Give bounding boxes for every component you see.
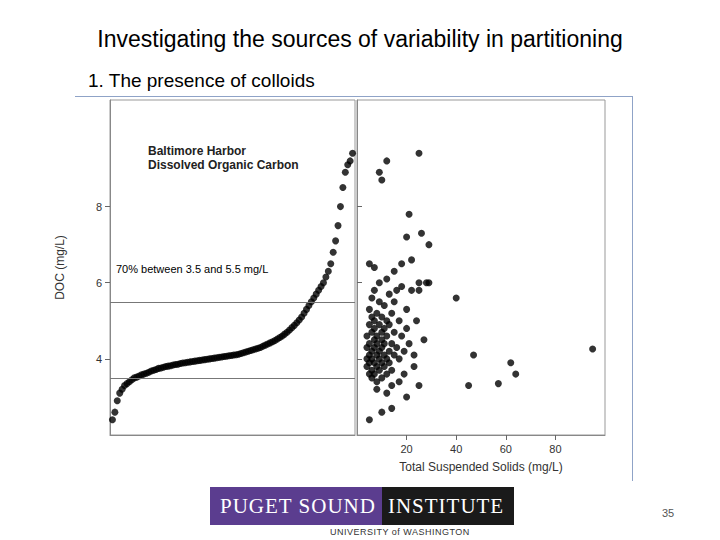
html-text:Investigating the sources of v: Investigating the sources of variability… <box>97 26 623 52</box>
svg-text:20: 20 <box>400 443 412 455</box>
svg-text:4: 4 <box>96 353 102 365</box>
svg-text:DOC (mg/L): DOC (mg/L) <box>53 235 67 300</box>
svg-text:Dissolved Organic Carbon: Dissolved Organic Carbon <box>148 158 299 172</box>
html-text:35: 35 <box>662 507 675 519</box>
html-text:PUGET SOUND: PUGET SOUND <box>220 494 376 518</box>
svg-text:60: 60 <box>500 443 512 455</box>
html-text:1. The presence of colloids: 1. The presence of colloids <box>88 70 315 91</box>
html-text:UNIVERSITY of WASHINGTON: UNIVERSITY of WASHINGTON <box>330 527 470 537</box>
svg-text:80: 80 <box>549 443 561 455</box>
svg-text:Total Suspended Solids (mg/L): Total Suspended Solids (mg/L) <box>399 460 562 474</box>
svg-text:6: 6 <box>96 277 102 289</box>
svg-text:Baltimore Harbor: Baltimore Harbor <box>148 144 246 158</box>
html-text:INSTITUTE: INSTITUTE <box>387 494 505 518</box>
svg-text:40: 40 <box>450 443 462 455</box>
svg-text:8: 8 <box>96 201 102 213</box>
svg-text:70% between 3.5 and 5.5 mg/L: 70% between 3.5 and 5.5 mg/L <box>116 263 268 275</box>
